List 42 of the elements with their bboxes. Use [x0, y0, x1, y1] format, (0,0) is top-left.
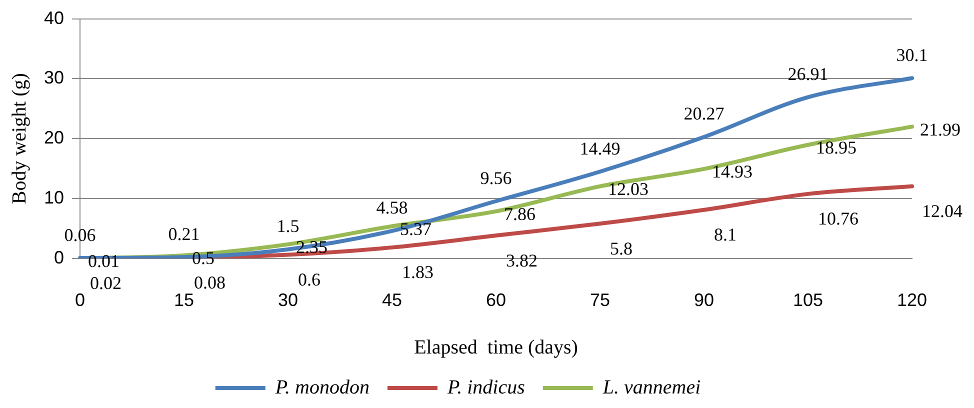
- data-label: 4.58: [376, 198, 408, 218]
- y-tick-label: 40: [44, 8, 64, 28]
- data-label: 0.06: [64, 224, 96, 245]
- data-label: 8.1: [714, 224, 737, 245]
- data-label: 20.27: [684, 104, 724, 124]
- data-label: 0.02: [90, 273, 122, 294]
- data-label: 0.21: [168, 224, 200, 244]
- data-label: 5.8: [610, 238, 633, 258]
- data-label: 14.93: [712, 162, 753, 182]
- legend-label: L. vannemei: [602, 376, 701, 398]
- data-label: 21.99: [920, 119, 960, 140]
- x-tick-label: 75: [590, 290, 610, 310]
- x-tick-label: 105: [792, 290, 824, 310]
- data-label: 14.49: [580, 138, 620, 158]
- data-label: 1.83: [402, 262, 434, 282]
- x-tick-label: 120: [896, 290, 928, 310]
- data-label: 12.03: [608, 179, 649, 200]
- x-tick-label: 90: [694, 290, 714, 310]
- data-label: 18.95: [816, 138, 857, 158]
- x-tick-label: 30: [278, 290, 298, 310]
- data-label: 3.82: [506, 250, 538, 270]
- x-axis-title: Elapsed time (days): [414, 336, 578, 358]
- data-label: 12.04: [922, 201, 962, 222]
- data-label: 30.1: [896, 44, 928, 65]
- y-tick-label: 20: [44, 128, 64, 148]
- legend-label: P. monodon: [274, 376, 370, 398]
- data-label: 9.56: [480, 168, 512, 188]
- y-tick-label: 30: [44, 68, 64, 88]
- x-tick-label: 45: [382, 290, 402, 310]
- data-label: 7.86: [504, 204, 536, 224]
- data-label: 0.08: [194, 272, 226, 293]
- data-label: 26.91: [788, 64, 828, 84]
- y-tick-label: 0: [54, 247, 64, 268]
- y-axis-title: Body weight (g): [8, 73, 30, 204]
- legend-label: P. indicus: [446, 376, 526, 398]
- data-label: 10.76: [818, 208, 859, 229]
- y-tick-label: 10: [44, 187, 64, 208]
- data-label: 1.5: [276, 216, 300, 236]
- x-tick-label: 60: [486, 290, 506, 310]
- data-label: 0.6: [298, 270, 321, 290]
- x-tick-label: 0: [75, 290, 86, 310]
- x-tick-label: 15: [174, 290, 194, 310]
